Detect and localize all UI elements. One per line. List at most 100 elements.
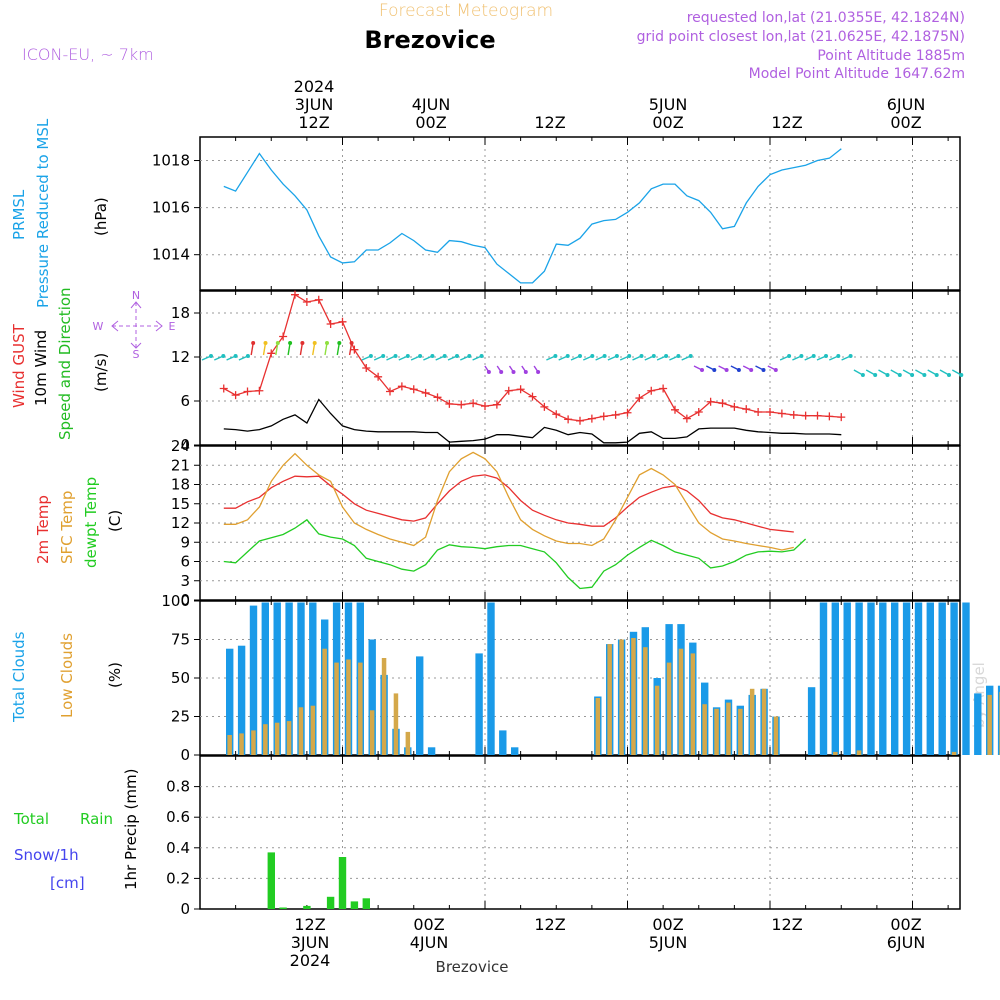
total-clouds-bar (237, 645, 246, 755)
gust-point (742, 405, 751, 414)
compass-south: S (133, 348, 140, 361)
low-clouds-bar (761, 688, 767, 755)
y-tick-label: 0.6 (166, 808, 190, 826)
gust-point (599, 412, 608, 421)
bottom-time-axis: 12Z 3JUN 2024 00Z 4JUN 12Z 00Z 5JUN 12Z … (290, 915, 926, 970)
wind-arrow (336, 342, 340, 356)
precipitation-panel: 0 0.2 0.4 0.6 0.8 (166, 755, 961, 918)
top-year-label: 2024 (294, 77, 335, 96)
prmsl-label: PRMSL (10, 189, 28, 240)
wind-arrow-head (221, 354, 226, 358)
wind-arrow-head (275, 341, 280, 345)
total-clouds-bar (499, 730, 507, 755)
wind-arrow (324, 342, 328, 356)
gust-point (730, 402, 739, 411)
gust-point (718, 399, 727, 408)
gust-point (789, 410, 798, 419)
wind-arrow-head (811, 354, 816, 358)
total-clouds-bar (475, 653, 483, 755)
wind-arrow-head (536, 370, 541, 374)
total-clouds-bar (807, 687, 816, 755)
wind-arrow-head (300, 341, 305, 345)
y-tick-label: 100 (161, 592, 190, 610)
top-time-label: 00Z (415, 113, 446, 132)
gust-point (279, 332, 288, 341)
wind-panel: 0 6 12 18 (171, 290, 964, 454)
wind-arrow-head (934, 373, 939, 377)
gust-point (243, 387, 252, 396)
rain-bar (326, 896, 335, 909)
rain-bar (362, 898, 370, 909)
wind-frame (199, 290, 961, 446)
gust-point (445, 399, 454, 408)
y-tick-label: 0 (180, 900, 190, 918)
low-clouds-bar (405, 731, 411, 755)
gust-point (694, 408, 703, 416)
prmsl-line (223, 148, 842, 284)
low-clouds-bar (619, 639, 624, 755)
gust-point (813, 411, 822, 420)
gust-point (219, 384, 228, 393)
gust-point (552, 410, 561, 419)
wind-arrow (287, 342, 291, 356)
y-tick-label: 18 (171, 304, 190, 322)
low-clouds-bar (334, 662, 339, 755)
wind-arrow (250, 342, 254, 356)
wind-arrow-head (773, 368, 778, 372)
gust-point (564, 415, 573, 424)
y-tick-label: 0 (180, 591, 190, 609)
gust-point (421, 388, 430, 397)
wind-arrow (312, 342, 316, 356)
total-clouds-bar (427, 747, 436, 755)
chart-area: 1014101610180612180369121518212402550751… (152, 136, 1000, 918)
wind-gust-label: Wind GUST (10, 323, 28, 408)
gust-point (777, 409, 786, 418)
bottom-time-label: 12Z (771, 915, 802, 934)
compass-north: N (132, 289, 140, 302)
low-clouds-bar (346, 659, 351, 755)
gust-point (516, 385, 525, 394)
wind-arrow (262, 342, 267, 356)
wind-arrow-head (959, 373, 964, 377)
gust-point (409, 385, 418, 394)
y-tick-label: 25 (171, 708, 190, 726)
pressure-msl-label: Pressure Reduced to MSL (34, 118, 52, 308)
total-clouds-bar (819, 602, 828, 755)
total-clouds-bar (297, 602, 305, 755)
2m-temp-line (223, 474, 794, 533)
gust-point (338, 317, 347, 326)
y-tick-label: 1014 (152, 246, 190, 264)
total-clouds-bar (997, 685, 1000, 755)
bottom-date-label: 6JUN (887, 933, 926, 952)
low-clouds-bar (251, 730, 256, 755)
gust-point (255, 386, 264, 395)
y-tick-label: 1016 (152, 199, 190, 217)
wind-arrow-head (873, 373, 878, 377)
total-clouds-bar (902, 602, 911, 755)
y-tick-label: 24 (171, 437, 190, 455)
wind-arrow-head (799, 354, 804, 358)
10m-wind-line (223, 398, 842, 444)
total-clouds-bar (831, 602, 839, 755)
low-clouds-bar (666, 662, 672, 755)
low-clouds-bar (702, 704, 707, 755)
total-clouds-bar (285, 602, 293, 755)
requested-coords: requested lon,lat (21.0355E, 42.1824N) (687, 10, 965, 26)
wind-arrow-head (836, 354, 841, 358)
wind-arrow-head (455, 354, 459, 358)
pressure-unit: (hPa) (92, 197, 110, 236)
temp-2m-label: 2m Temp (34, 495, 52, 564)
y-tick-label: 9 (180, 533, 190, 551)
top-date-label: 3JUN (295, 95, 334, 114)
total-clouds-bar (879, 602, 887, 755)
wind-arrow-head (860, 373, 865, 377)
wind-compass-icon: N S W E (93, 289, 176, 361)
compass-west: W (93, 320, 104, 333)
top-date-label: 5JUN (649, 95, 688, 114)
total-clouds-bar (855, 602, 863, 755)
gust-point (528, 392, 537, 401)
top-time-label: 12Z (771, 113, 802, 132)
low-clouds-bar (381, 658, 387, 755)
wind-arrow-head (712, 368, 717, 372)
